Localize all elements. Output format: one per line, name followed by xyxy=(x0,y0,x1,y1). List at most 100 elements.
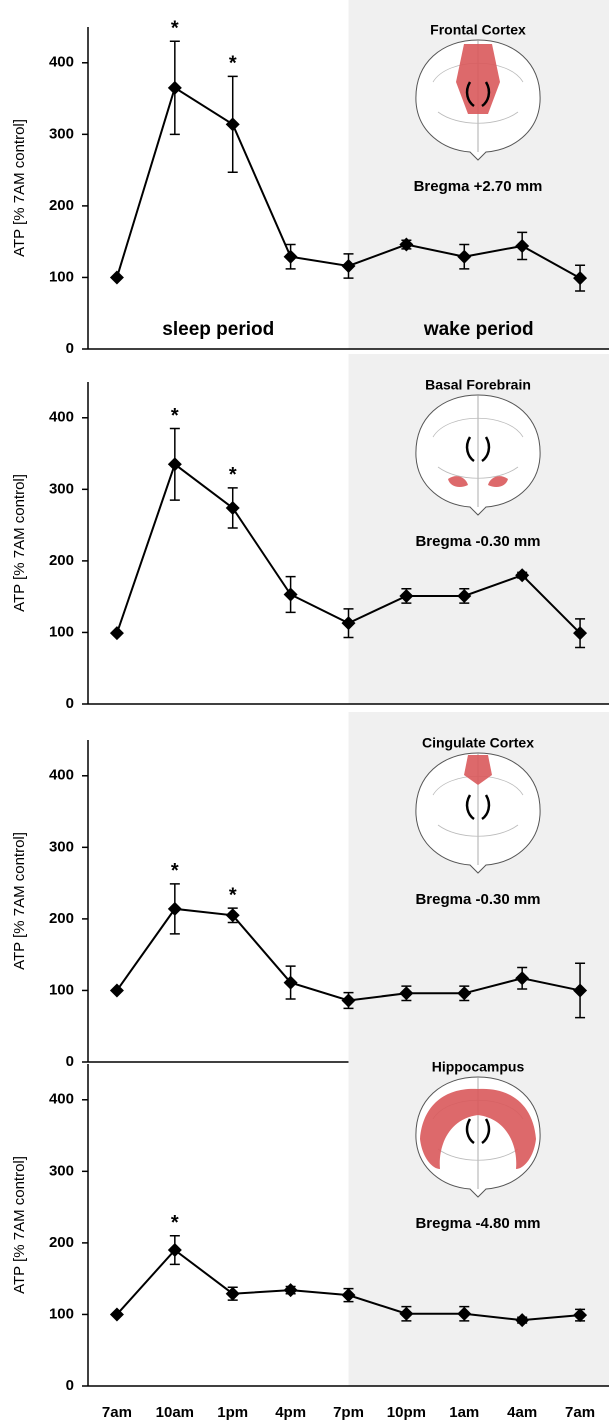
significance-mark: * xyxy=(229,884,237,906)
y-tick-label: 0 xyxy=(66,340,74,357)
marker xyxy=(109,1307,124,1322)
marker xyxy=(167,1243,182,1258)
significance-mark: * xyxy=(229,53,237,75)
significance-mark: * xyxy=(171,1212,179,1234)
marker xyxy=(109,983,124,998)
y-tick-label: 300 xyxy=(49,125,74,142)
inset-subtitle: Bregma -0.30 mm xyxy=(415,891,540,908)
brain-detail xyxy=(432,418,524,479)
marker xyxy=(341,258,356,273)
marker xyxy=(399,1306,414,1321)
marker xyxy=(515,238,530,253)
marker xyxy=(109,626,124,641)
x-tick-label: 10am xyxy=(156,1404,194,1421)
brain-inset xyxy=(415,752,541,874)
marker xyxy=(399,588,414,603)
x-tick-label: 7pm xyxy=(333,1404,364,1421)
inset-title: Hippocampus xyxy=(432,1059,525,1075)
marker xyxy=(341,1288,356,1303)
marker xyxy=(225,1286,240,1301)
marker xyxy=(399,986,414,1001)
ventricle xyxy=(465,81,491,108)
significance-mark: * xyxy=(171,860,179,882)
marker xyxy=(457,588,472,603)
inset-subtitle: Bregma -0.30 mm xyxy=(415,533,540,550)
marker xyxy=(457,249,472,264)
ventricle xyxy=(465,794,491,821)
period-label: wake period xyxy=(423,319,534,340)
y-axis-label: ATP [% 7AM control] xyxy=(11,1156,28,1294)
marker xyxy=(283,1283,298,1298)
y-tick-label: 400 xyxy=(49,1091,74,1108)
marker xyxy=(167,80,182,95)
marker xyxy=(167,901,182,916)
inset-title: Basal Forebrain xyxy=(425,377,531,393)
x-tick-label: 7am xyxy=(565,1404,595,1421)
y-axis-label: ATP [% 7AM control] xyxy=(11,832,28,970)
y-tick-label: 0 xyxy=(66,695,74,712)
brain-region xyxy=(464,755,492,785)
marker xyxy=(225,500,240,515)
marker xyxy=(283,249,298,264)
marker xyxy=(515,1313,530,1328)
significance-mark: * xyxy=(171,18,179,40)
marker xyxy=(573,271,588,286)
inset-title: Frontal Cortex xyxy=(430,22,526,38)
marker xyxy=(515,568,530,583)
y-tick-label: 0 xyxy=(66,1377,74,1394)
x-tick-label: 10pm xyxy=(387,1404,426,1421)
marker xyxy=(341,993,356,1008)
y-tick-label: 300 xyxy=(49,838,74,855)
period-label: sleep period xyxy=(162,319,274,340)
marker xyxy=(225,117,240,132)
ventricle xyxy=(465,1118,491,1145)
y-tick-label: 200 xyxy=(49,197,74,214)
x-tick-label: 7am xyxy=(102,1404,132,1421)
x-tick-label: 4pm xyxy=(275,1404,306,1421)
marker xyxy=(457,1306,472,1321)
brain-region xyxy=(448,476,508,487)
y-axis-label: ATP [% 7AM control] xyxy=(11,119,28,257)
y-tick-label: 400 xyxy=(49,54,74,71)
y-tick-label: 0 xyxy=(66,1053,74,1070)
marker xyxy=(341,616,356,631)
inset-subtitle: Bregma -4.80 mm xyxy=(415,1215,540,1232)
x-tick-label: 1am xyxy=(449,1404,479,1421)
y-tick-label: 100 xyxy=(49,1305,74,1322)
marker xyxy=(573,983,588,998)
marker xyxy=(283,975,298,990)
marker xyxy=(225,908,240,923)
y-axis-label: ATP [% 7AM control] xyxy=(11,474,28,612)
marker xyxy=(457,986,472,1001)
inset-subtitle: Bregma +2.70 mm xyxy=(414,178,543,195)
marker xyxy=(399,237,414,252)
y-tick-label: 200 xyxy=(49,910,74,927)
marker xyxy=(573,1308,588,1323)
marker xyxy=(515,971,530,986)
brain-inset xyxy=(415,39,541,161)
y-tick-label: 100 xyxy=(49,981,74,998)
marker xyxy=(573,626,588,641)
marker xyxy=(167,457,182,472)
y-tick-label: 200 xyxy=(49,552,74,569)
y-tick-label: 100 xyxy=(49,268,74,285)
x-tick-label: 1pm xyxy=(217,1404,248,1421)
brain-region xyxy=(420,1088,536,1169)
significance-mark: * xyxy=(171,405,179,427)
x-tick-label: 4am xyxy=(507,1404,537,1421)
y-tick-label: 300 xyxy=(49,480,74,497)
significance-mark: * xyxy=(229,464,237,486)
y-tick-label: 300 xyxy=(49,1162,74,1179)
inset-title: Cingulate Cortex xyxy=(422,735,534,751)
y-tick-label: 400 xyxy=(49,767,74,784)
brain-inset xyxy=(415,394,541,516)
marker xyxy=(109,270,124,285)
y-tick-label: 100 xyxy=(49,623,74,640)
brain-inset xyxy=(415,1076,541,1198)
y-tick-label: 200 xyxy=(49,1234,74,1251)
y-tick-label: 400 xyxy=(49,409,74,426)
ventricle xyxy=(465,436,491,463)
marker xyxy=(283,587,298,602)
